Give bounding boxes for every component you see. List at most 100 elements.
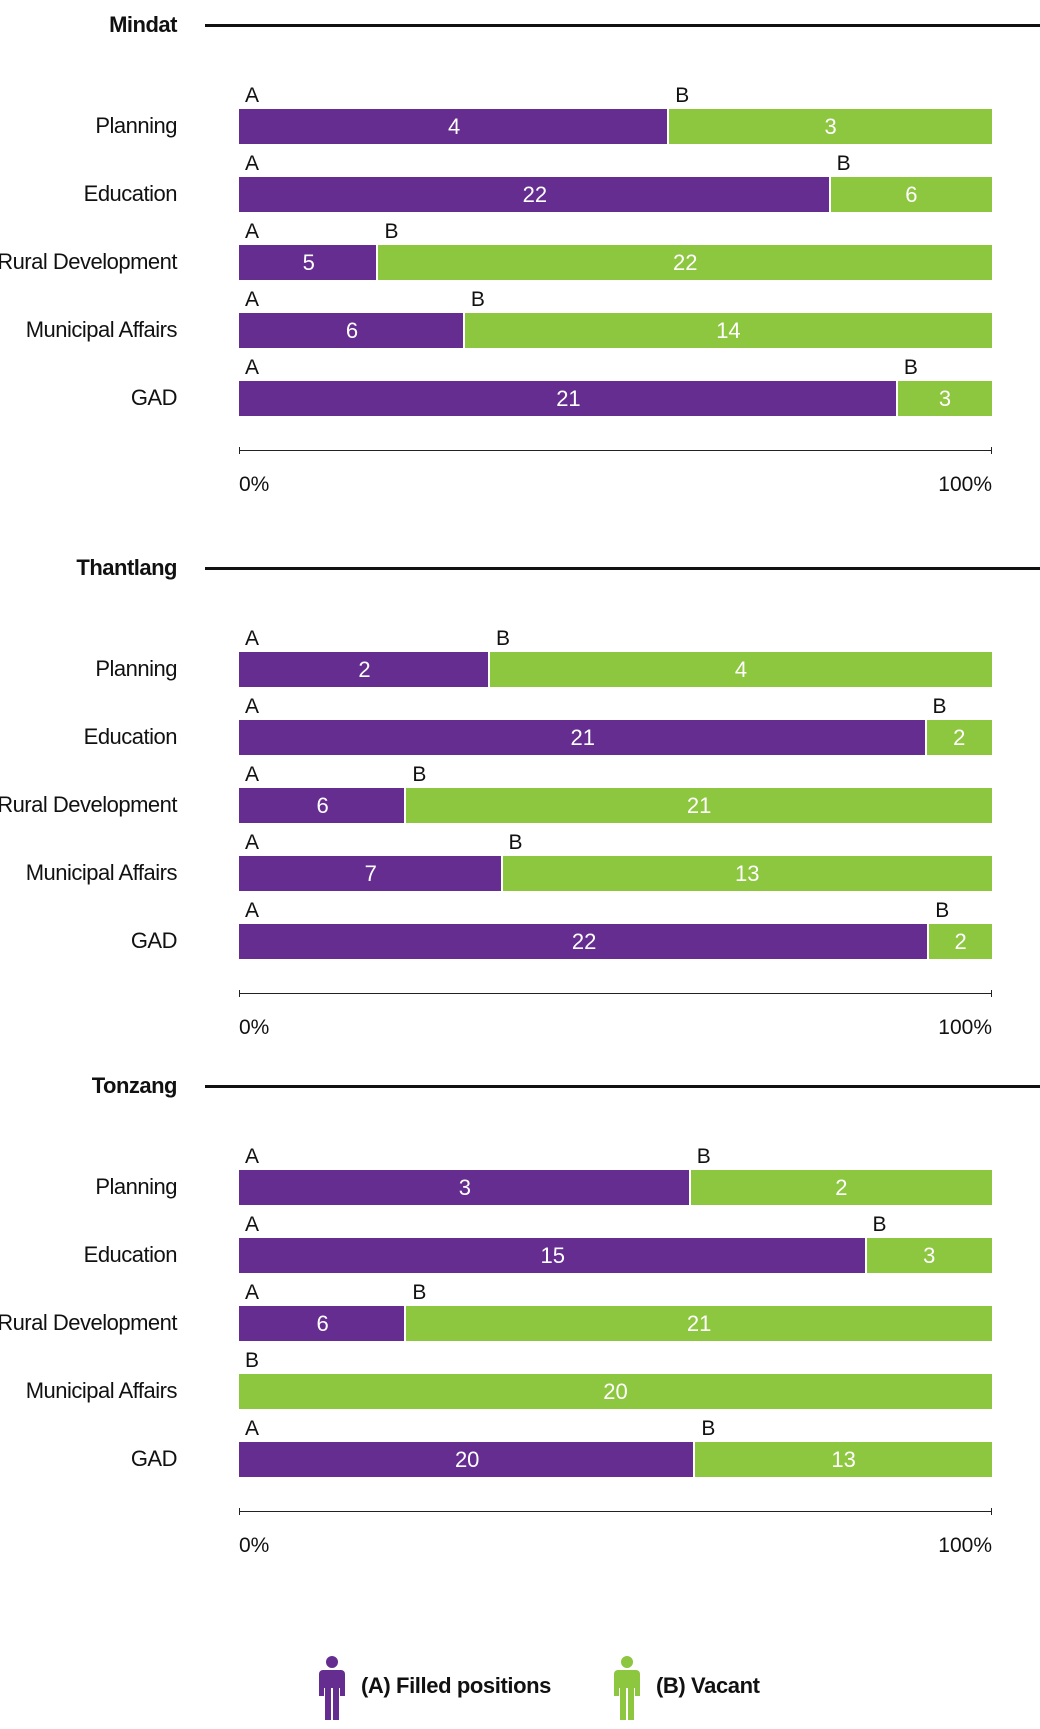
category-label: GAD: [130, 928, 178, 953]
bar-value-label: 13: [831, 1447, 856, 1472]
legend-label-vacant: (B) Vacant: [656, 1673, 760, 1698]
category-label: Planning: [95, 1174, 177, 1199]
bar-segment-vacant: [464, 313, 992, 348]
bar-value-label: 15: [540, 1243, 565, 1268]
bar-value-label: 6: [345, 318, 359, 343]
bar-segment-vacant: [926, 720, 992, 755]
bar-segment-filled: [239, 720, 925, 755]
series-mark-a: A: [245, 1145, 260, 1168]
bar-value-label: 2: [358, 657, 371, 682]
x-axis-line: [239, 1511, 992, 1512]
bar-segment-filled: [239, 245, 377, 280]
bar-segment-filled: [239, 856, 501, 891]
series-mark-a: A: [245, 84, 260, 107]
series-mark-a: A: [245, 831, 260, 854]
series-mark-b: B: [932, 695, 947, 718]
bar-segment-filled: [239, 1238, 865, 1273]
bar-value-label: 3: [458, 1175, 472, 1200]
category-label: Education: [83, 181, 178, 206]
bar-value-label: 21: [686, 1311, 712, 1336]
bar-value-label: 2: [953, 725, 966, 750]
category-label: GAD: [130, 1446, 178, 1471]
x-axis-tick: [991, 990, 992, 997]
x-axis-tick: [991, 1508, 992, 1515]
chart-panel: Thantlang Planning 2 A 4 B Education 21 A 2 B Rural…: [0, 543, 1040, 1039]
series-mark-a: A: [245, 627, 260, 650]
chart-panel: Mindat Planning 4 A 3 B Education 22 A 6 B Rural De…: [0, 0, 1040, 496]
title-rule: [205, 24, 1040, 27]
bar-value-label: 22: [522, 182, 548, 207]
bar-segment-vacant: [929, 924, 992, 959]
x-axis-max-label: 100%: [938, 473, 992, 496]
x-axis-line: [239, 450, 992, 451]
series-mark-b: B: [836, 152, 851, 175]
x-axis-tick: [239, 990, 240, 997]
bar-segment-filled: [239, 1306, 405, 1341]
category-label: Planning: [95, 113, 177, 138]
bar-value-label: 21: [556, 386, 581, 411]
title-rule: [205, 567, 1040, 570]
x-axis-max-label: 100%: [938, 1016, 992, 1039]
bar-segment-filled: [239, 652, 488, 687]
category-label: Education: [83, 724, 178, 749]
category-label: Rural Development: [0, 792, 177, 817]
x-axis-min-label: 0%: [239, 1534, 270, 1557]
category-label: Rural Development: [0, 1310, 177, 1335]
x-axis-line: [239, 993, 992, 994]
bar-segment-vacant: [406, 788, 992, 823]
bar-value-label: 20: [454, 1447, 480, 1472]
bar-value-label: 13: [735, 861, 760, 886]
bar-segment-vacant: [830, 177, 992, 212]
bar-segment-vacant: [239, 1374, 992, 1409]
series-mark-a: A: [245, 695, 260, 718]
bar-value-label: 22: [571, 929, 597, 954]
bar-segment-vacant: [669, 109, 992, 144]
bar-segment-filled: [239, 788, 405, 823]
series-mark-b: B: [935, 899, 950, 922]
bar-segment-vacant: [406, 1306, 992, 1341]
bar-segment-vacant: [690, 1170, 992, 1205]
bar-value-label: 6: [316, 1311, 329, 1336]
series-mark-a: A: [245, 220, 260, 243]
bar-value-label: 2: [954, 929, 967, 954]
category-label: GAD: [130, 385, 178, 410]
legend: (A) Filled positions (B) Vacant: [0, 1650, 1040, 1729]
series-mark-a: A: [245, 1281, 260, 1304]
category-label: Municipal Affairs: [25, 1378, 178, 1403]
bar-value-label: 22: [672, 250, 698, 275]
series-mark-b: B: [675, 84, 690, 107]
series-mark-a: A: [245, 288, 260, 311]
series-mark-b: B: [496, 627, 511, 650]
series-mark-b: B: [245, 1349, 260, 1372]
legend-label-filled: (A) Filled positions: [361, 1673, 551, 1698]
bar-segment-vacant: [695, 1442, 992, 1477]
bar-segment-filled: [239, 177, 829, 212]
bar-segment-filled: [239, 924, 928, 959]
bar-value-label: 6: [316, 793, 329, 818]
panel-title: Thantlang: [76, 555, 177, 580]
bar-value-label: 20: [603, 1379, 628, 1404]
series-mark-b: B: [384, 220, 399, 243]
bar-value-label: 3: [923, 1243, 936, 1268]
bar-value-label: 3: [938, 386, 952, 411]
bar-value-label: 14: [716, 318, 741, 343]
bar-value-label: 5: [302, 250, 315, 275]
bar-segment-vacant: [378, 245, 992, 280]
bar-segment-vacant: [866, 1238, 992, 1273]
bar-segment-vacant: [490, 652, 992, 687]
x-axis-max-label: 100%: [938, 1534, 992, 1557]
person-icon: [319, 1656, 345, 1720]
bar-segment-filled: [239, 1170, 689, 1205]
chart-panel: Tonzang Planning 3 A 2 B Education 15 A 3 B Rural D…: [0, 1061, 1040, 1557]
panel-title: Mindat: [109, 12, 177, 37]
title-rule: [205, 1085, 1040, 1088]
x-axis-tick: [239, 447, 240, 454]
panel-title: Tonzang: [91, 1073, 178, 1098]
x-axis-tick: [991, 447, 992, 454]
x-axis-tick: [239, 1508, 240, 1515]
bar-value-label: 21: [686, 793, 712, 818]
series-mark-b: B: [508, 831, 523, 854]
series-mark-a: A: [245, 763, 260, 786]
series-mark-a: A: [245, 356, 260, 379]
